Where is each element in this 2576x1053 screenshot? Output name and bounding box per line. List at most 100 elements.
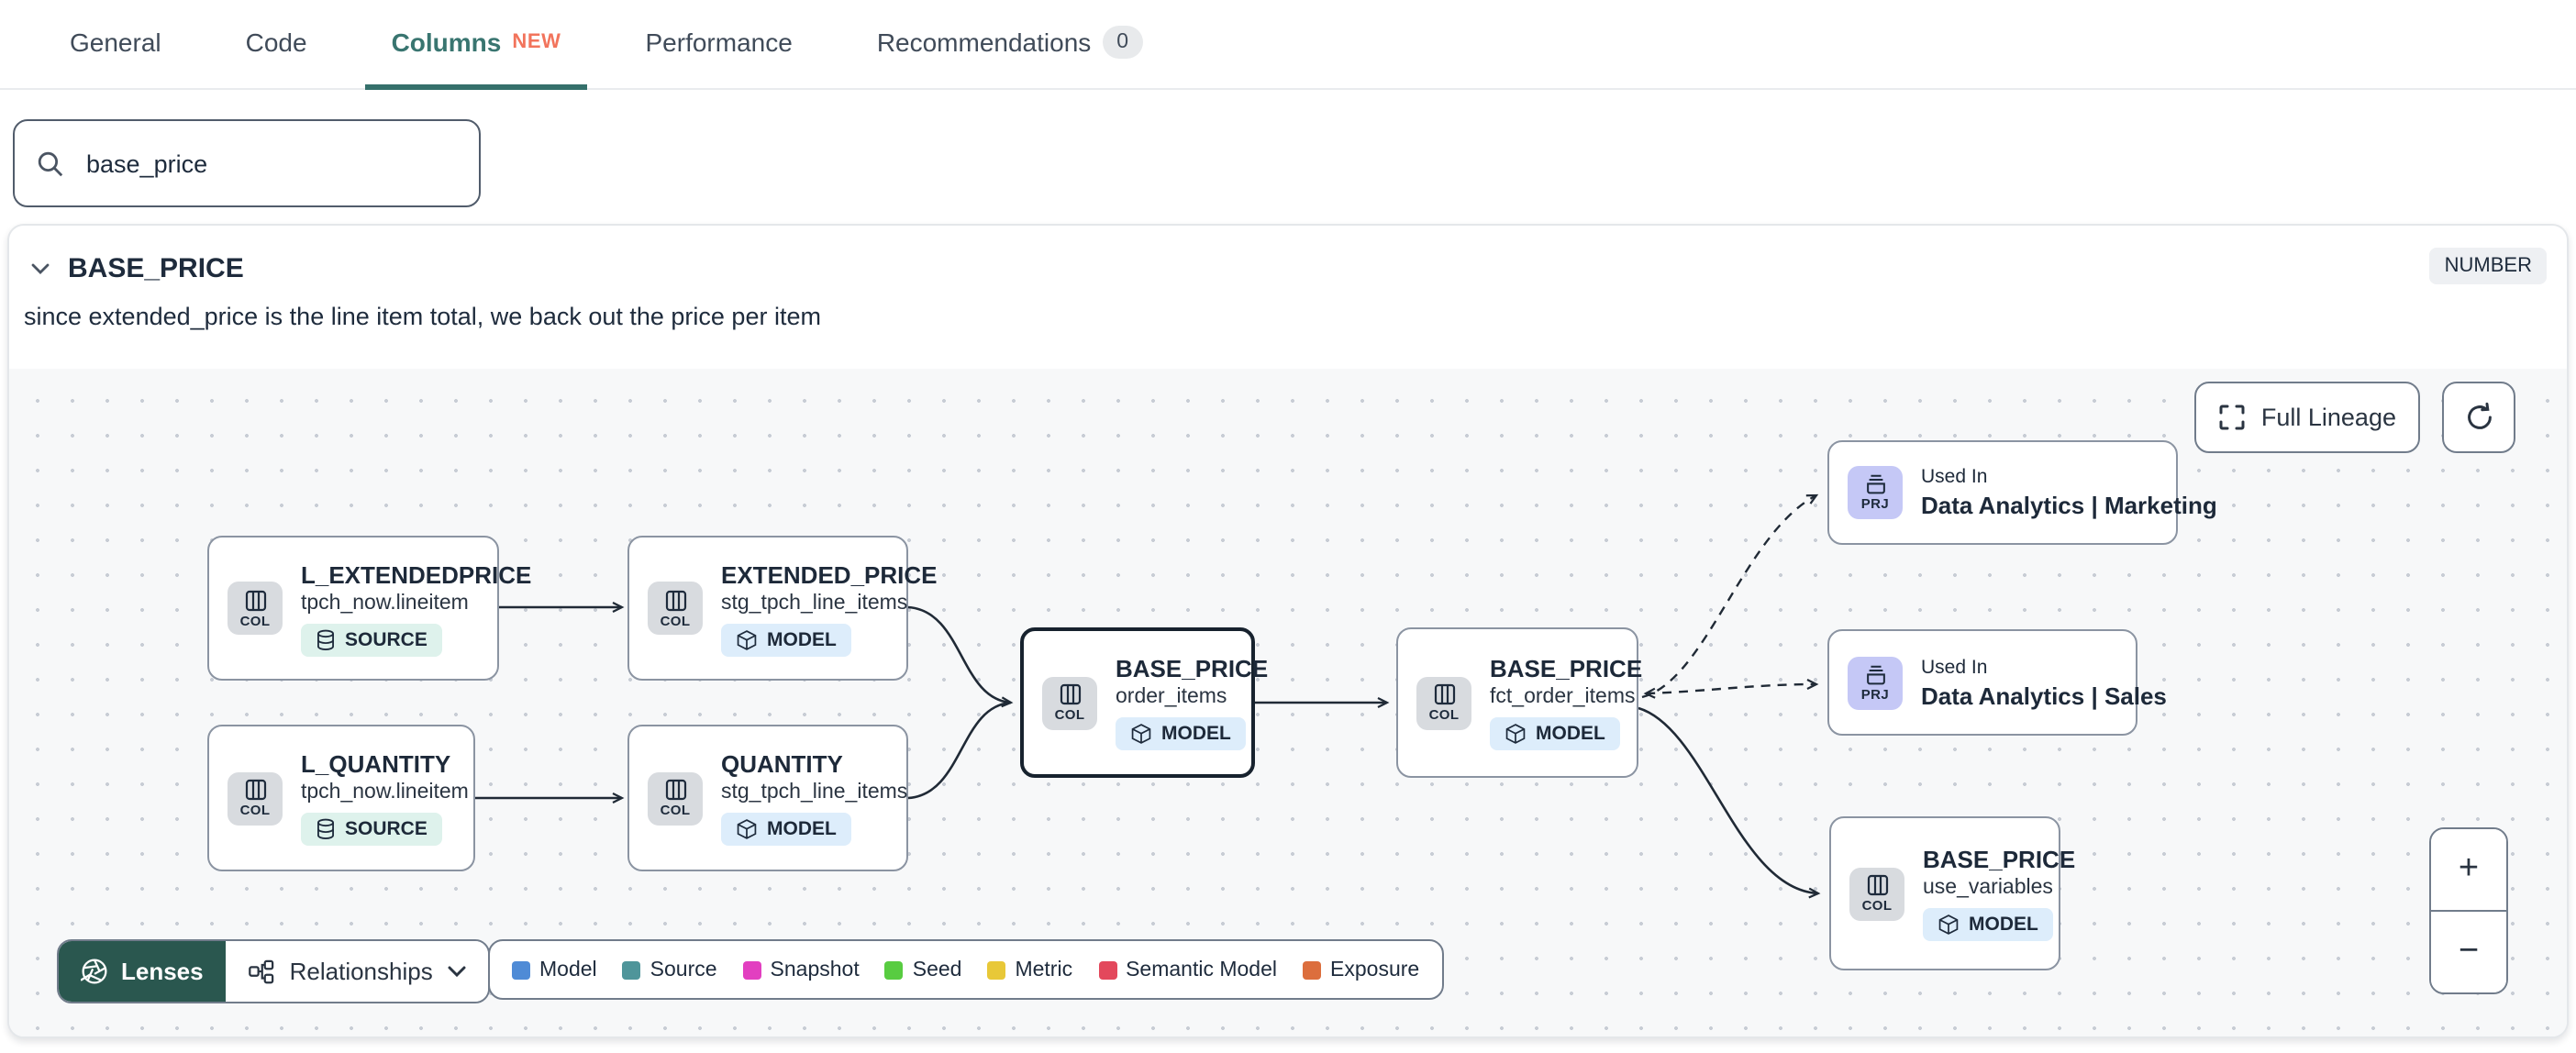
full-lineage-label: Full Lineage <box>2260 404 2396 431</box>
resource-badge-label: MODEL <box>767 818 837 840</box>
node-subtitle: order_items <box>1116 686 1227 708</box>
legend-label: Seed <box>912 959 962 981</box>
node-title: EXTENDED_PRICE <box>721 560 938 588</box>
lineage-legend: Model Source Snapshot Seed Metric Semant… <box>488 939 1444 1000</box>
refresh-button[interactable] <box>2442 382 2515 453</box>
cube-icon <box>1131 724 1151 744</box>
zoom-out-button[interactable]: − <box>2431 910 2506 992</box>
node-subtitle: tpch_now.lineitem <box>301 592 469 614</box>
tab-label: General <box>70 28 161 57</box>
tab-performance[interactable]: Performance <box>620 0 818 90</box>
lineage-node-l-extendedprice[interactable]: COL L_EXTENDEDPRICE tpch_now.lineitem SO… <box>207 536 531 681</box>
expand-icon <box>2220 405 2246 430</box>
tab-code[interactable]: Code <box>220 0 333 90</box>
legend-label: Metric <box>1015 959 1073 981</box>
legend-swatch <box>512 960 530 979</box>
columns-icon <box>664 779 686 801</box>
count-badge: 0 <box>1102 26 1144 59</box>
tab-recommendations[interactable]: Recommendations 0 <box>851 0 1169 90</box>
chip-label: COL <box>1054 706 1085 723</box>
resource-badge: MODEL <box>1923 908 2053 941</box>
tab-general[interactable]: General <box>44 0 187 90</box>
tab-label: Code <box>245 28 307 57</box>
new-badge: NEW <box>512 31 561 53</box>
lineage-node-base-price-fct-order-items[interactable]: COL BASE_PRICE fct_order_items MODEL <box>1396 627 1643 778</box>
chevron-down-icon[interactable] <box>31 262 50 275</box>
resource-badge-label: MODEL <box>1161 723 1231 745</box>
resource-badge-label: MODEL <box>1969 914 2038 936</box>
columns-icon <box>244 779 266 801</box>
column-chip: COL <box>228 771 283 825</box>
full-lineage-button[interactable]: Full Lineage <box>2194 382 2420 453</box>
chip-label: PRJ <box>1860 685 1890 702</box>
column-chip: COL <box>1416 676 1471 729</box>
columns-icon <box>244 589 266 611</box>
project-chip: PRJ <box>1848 656 1903 709</box>
zoom-in-button[interactable]: + <box>2431 829 2506 910</box>
cube-icon <box>1505 724 1526 744</box>
node-title: QUANTITY <box>721 750 843 778</box>
node-subtitle: fct_order_items <box>1490 686 1636 708</box>
search-icon <box>38 150 63 176</box>
legend-item-exposure: Exposure <box>1303 959 1419 981</box>
legend-swatch <box>1098 960 1117 979</box>
resource-badge: MODEL <box>1490 717 1620 750</box>
node-subtitle: stg_tpch_line_items <box>721 781 908 804</box>
chip-label: COL <box>1428 706 1460 723</box>
resource-badge-label: MODEL <box>767 628 837 650</box>
legend-label: Exposure <box>1330 959 1420 981</box>
legend-label: Source <box>650 959 717 981</box>
resource-badge-label: SOURCE <box>345 818 427 840</box>
columns-icon <box>1866 874 1888 896</box>
node-title: Data Analytics | Sales <box>1921 682 2167 709</box>
relationships-dropdown[interactable]: Relationships <box>225 941 488 1002</box>
node-title: Data Analytics | Marketing <box>1921 492 2217 519</box>
chevron-down-icon <box>448 966 466 978</box>
lineage-canvas[interactable]: COL L_EXTENDEDPRICE tpch_now.lineitem SO… <box>9 369 2567 1036</box>
legend-label: Semantic Model <box>1126 959 1278 981</box>
lineage-node-base-price-use-variables[interactable]: COL BASE_PRICE use_variables MODEL <box>1829 816 2075 970</box>
search-input[interactable] <box>83 148 457 179</box>
resource-badge: SOURCE <box>301 813 442 846</box>
database-icon <box>317 628 334 649</box>
lenses-label: Lenses <box>121 958 204 985</box>
chip-label: PRJ <box>1860 495 1890 512</box>
project-stack-icon <box>1866 664 1884 684</box>
lenses-control: Lenses Relationships <box>57 939 490 1003</box>
node-title: BASE_PRICE <box>1116 655 1269 682</box>
tab-columns[interactable]: Columns NEW <box>365 0 587 90</box>
resource-badge: MODEL <box>721 813 851 846</box>
database-icon <box>317 818 334 839</box>
column-type-badge: NUMBER <box>2429 248 2547 284</box>
lineage-node-base-price-order-items[interactable]: COL BASE_PRICE order_items MODEL <box>1020 627 1269 778</box>
legend-swatch <box>987 960 1006 979</box>
legend-item-metric: Metric <box>987 959 1072 981</box>
refresh-icon <box>2467 402 2491 429</box>
node-subtitle: stg_tpch_line_items <box>721 592 908 614</box>
lineage-node-quantity[interactable]: COL QUANTITY stg_tpch_line_items MODEL <box>627 725 908 871</box>
tab-label: Recommendations <box>876 28 1092 57</box>
node-title: BASE_PRICE <box>1490 655 1643 682</box>
lineage-node-extended-price[interactable]: COL EXTENDED_PRICE stg_tpch_line_items M… <box>627 536 938 681</box>
resource-badge-label: MODEL <box>1536 723 1605 745</box>
node-subtitle: use_variables <box>1923 877 2053 899</box>
chip-label: COL <box>660 802 691 818</box>
legend-item-snapshot: Snapshot <box>742 959 860 981</box>
tab-label: Columns <box>391 28 502 57</box>
lineage-node-used-in-sales[interactable]: PRJ Used In Data Analytics | Sales <box>1827 629 2167 736</box>
lenses-button[interactable]: Lenses <box>59 941 226 1002</box>
relationships-label: Relationships <box>289 958 433 985</box>
lineage-node-l-quantity[interactable]: COL L_QUANTITY tpch_now.lineitem SOURCE <box>207 725 475 871</box>
legend-label: Snapshot <box>770 959 860 981</box>
zoom-controls: + − <box>2429 827 2508 994</box>
columns-icon <box>664 589 686 611</box>
columns-icon <box>1433 683 1455 705</box>
node-subtitle: tpch_now.lineitem <box>301 781 469 804</box>
legend-swatch <box>884 960 904 979</box>
project-chip: PRJ <box>1848 466 1903 519</box>
lineage-node-used-in-marketing[interactable]: PRJ Used In Data Analytics | Marketing <box>1827 440 2217 545</box>
cube-icon <box>737 629 757 649</box>
chip-label: COL <box>239 802 271 818</box>
cube-icon <box>737 819 757 839</box>
